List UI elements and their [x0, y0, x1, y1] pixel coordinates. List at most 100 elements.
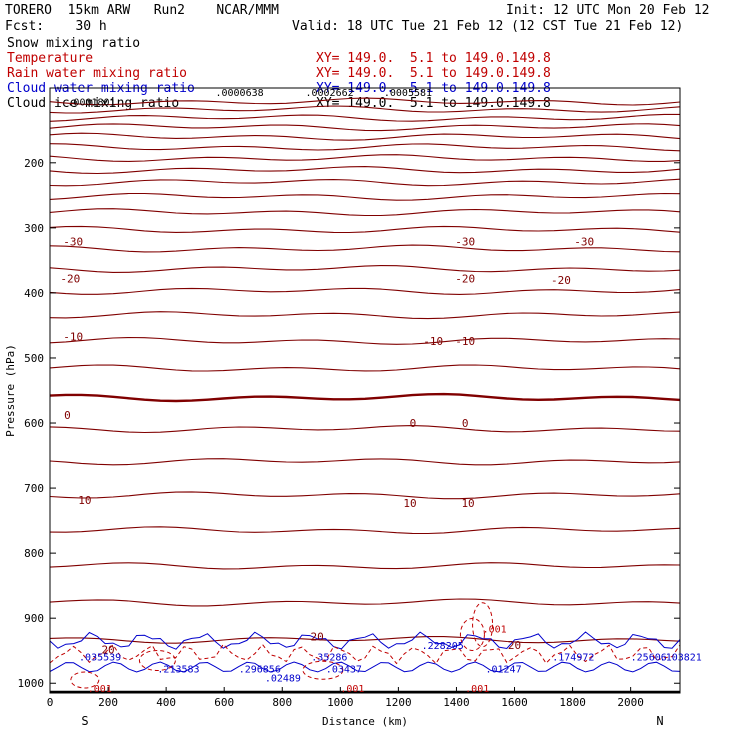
isotherm-label: 10: [78, 494, 91, 507]
isotherm-label: -30: [63, 236, 83, 249]
x-tick-label: 200: [98, 696, 118, 709]
isotherm-line: [49, 562, 681, 570]
rain-water-contour: [459, 617, 485, 651]
isotherm-label: 20: [310, 630, 323, 643]
moisture-label: .213583: [157, 664, 199, 675]
moisture-label: .174972: [552, 653, 594, 664]
isotherm-label: -20: [455, 273, 475, 286]
field-xy-rain: XY= 149.0. 5.1 to 149.0.149.8: [316, 66, 551, 81]
moisture-label: .035539: [79, 653, 121, 664]
isotherm-line: [49, 178, 681, 187]
rain-water-contour: [302, 660, 344, 680]
isotherm-label: 0: [410, 417, 417, 430]
x-tick-label: 1200: [385, 696, 412, 709]
y-axis-label: Pressure (hPa): [4, 344, 17, 437]
moisture-label: .296856: [239, 664, 281, 675]
y-tick-label: 400: [24, 287, 44, 300]
rain-water-contour: [472, 602, 494, 648]
x-tick-label: 1400: [443, 696, 470, 709]
moisture-label: .228205: [422, 641, 464, 652]
isotherm-label: 20: [101, 643, 114, 656]
isotherm-label: 20: [508, 639, 521, 652]
y-tick-label: 900: [24, 612, 44, 625]
x-tick-label: 0: [47, 696, 54, 709]
isotherm-line: [49, 208, 681, 217]
isotherm-line: [49, 526, 681, 535]
header-init: Init: 12 UTC Mon 20 Feb 12: [506, 3, 710, 18]
isotherm-line: [49, 166, 681, 175]
isotherm-label: -20: [551, 274, 571, 287]
cloud-water-contour: [49, 631, 681, 650]
isotherm-line: [49, 97, 681, 106]
field-xy-temperature: XY= 149.0. 5.1 to 149.0.149.8: [316, 51, 551, 66]
isotherm-line: [49, 113, 680, 122]
field-name-snow: Snow mixing ratio: [7, 36, 141, 51]
y-tick-label: 1000: [18, 677, 45, 690]
moisture-label: .0002662: [305, 88, 353, 99]
isotherm-label: 0: [64, 409, 71, 422]
isotherm-line: [49, 458, 681, 466]
isotherm-line: [49, 225, 681, 234]
moisture-label: .25606: [631, 653, 667, 664]
cloud-water-contour: [49, 661, 681, 673]
isotherm-line: [49, 132, 681, 141]
x-tick-label: 1000: [327, 696, 354, 709]
isotherm-label: -10: [63, 331, 83, 344]
x-end-label-south: S: [81, 714, 88, 728]
isotherm-line: [49, 123, 681, 132]
y-tick-label: 600: [24, 417, 44, 430]
plot-frame: [49, 87, 681, 694]
isotherm-line: [49, 311, 681, 320]
moisture-label: .0001801: [67, 98, 115, 109]
x-tick-label: 1600: [501, 696, 528, 709]
isotherm-label: -30: [574, 236, 594, 249]
isotherm-line: [49, 336, 681, 345]
isotherm-line: [49, 265, 681, 273]
isotherm-line: [49, 154, 681, 162]
isotherm-line: [49, 598, 681, 607]
isotherm-label: 0: [462, 417, 469, 430]
y-tick-label: 500: [24, 352, 44, 365]
moisture-label: .01247: [485, 664, 521, 675]
moisture-label: .0005581: [384, 88, 432, 99]
isotherm-line: [49, 192, 681, 201]
moisture-label: .001: [483, 625, 507, 636]
x-tick-label: 2000: [617, 696, 644, 709]
isotherm-label: -10: [455, 335, 475, 348]
x-tick-label: 800: [272, 696, 292, 709]
y-tick-label: 700: [24, 482, 44, 495]
moisture-label: .0000638: [215, 88, 263, 99]
isotherm-line: [49, 143, 681, 152]
header-model: TORERO 15km ARW Run2 NCAR/MMM: [5, 3, 279, 18]
isotherm-label: 10: [403, 497, 416, 510]
isotherm-line: [49, 392, 681, 403]
field-name-temperature: Temperature: [7, 51, 94, 66]
isotherm-label: 10: [461, 497, 474, 510]
rain-water-contour: [70, 671, 100, 689]
moisture-label: .001: [465, 684, 489, 695]
y-tick-label: 800: [24, 547, 44, 560]
moisture-label: .001: [88, 684, 112, 695]
x-axis-label: Distance (km): [322, 715, 408, 728]
moisture-label: .001: [340, 684, 364, 695]
x-end-label-north: N: [656, 714, 663, 728]
isotherm-line: [49, 425, 681, 434]
isotherm-line: [49, 491, 681, 500]
x-tick-label: 400: [156, 696, 176, 709]
rain-water-contour: [49, 643, 681, 665]
moisture-label: .35286: [311, 653, 347, 664]
isotherm-line: [49, 287, 681, 295]
header-valid: Valid: 18 UTC Tue 21 Feb 12 (12 CST Tue …: [292, 19, 684, 34]
isotherm-label: -30: [455, 236, 475, 249]
rain-water-contour: [138, 649, 176, 671]
isotherm-line: [49, 244, 681, 253]
moisture-label: .103821: [660, 653, 702, 664]
moisture-label: .02489: [265, 673, 301, 684]
x-tick-label: 600: [214, 696, 234, 709]
moisture-label: .03437: [326, 664, 362, 675]
isotherm-label: -20: [60, 273, 80, 286]
isotherm-line: [49, 364, 681, 372]
x-tick-label: 1800: [559, 696, 586, 709]
isotherm-line: [49, 105, 681, 114]
